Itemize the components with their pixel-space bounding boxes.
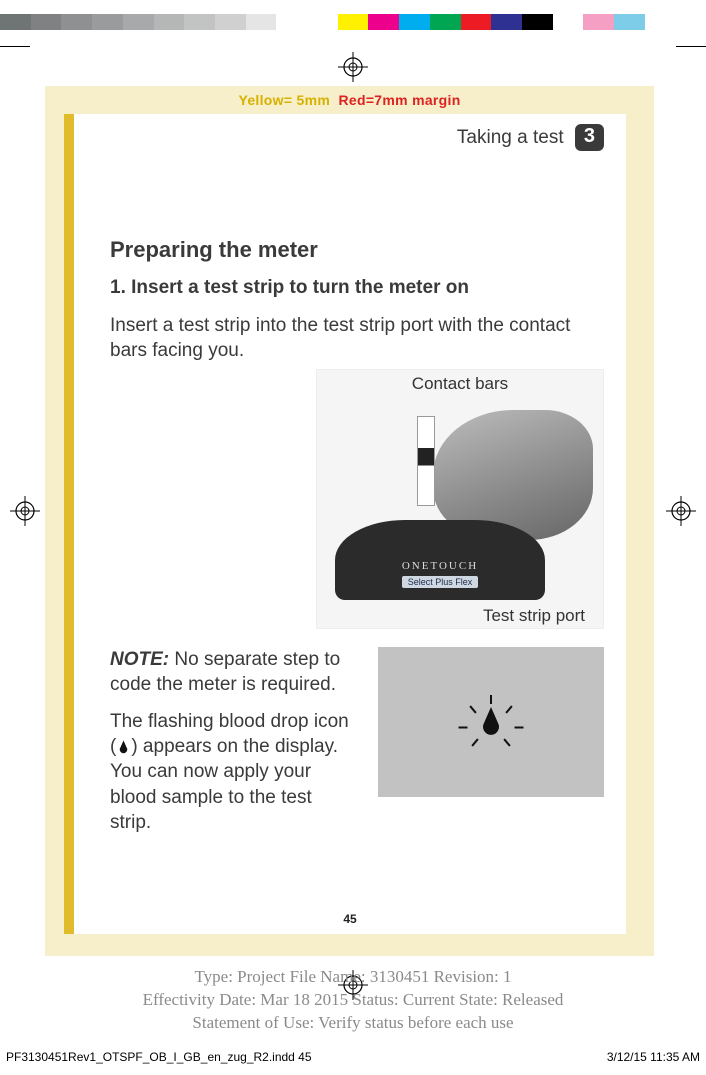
- registration-mark-icon: [338, 52, 368, 82]
- margin-yellow-text: Yellow= 5mm: [238, 92, 330, 108]
- note-text-col: NOTE: No separate step to code the meter…: [110, 647, 356, 847]
- bleed-area: Yellow= 5mm Red=7mm margin Taking a test…: [45, 86, 654, 956]
- folio-filename: PF3130451Rev1_OTSPF_OB_I_GB_en_zug_R2.in…: [6, 1050, 312, 1064]
- step-heading: 1. Insert a test strip to turn the meter…: [110, 277, 604, 299]
- meter-brand: ONETOUCH: [335, 560, 545, 572]
- page-number: 45: [74, 912, 626, 926]
- note-body-2b: ) appears on the display. You can now ap…: [110, 736, 338, 832]
- meter-illustration: ONETOUCH Select Plus Flex: [335, 520, 545, 600]
- figure-label-bottom: Test strip port: [483, 606, 585, 626]
- tail-line-1: Type: Project File Name: 3130451 Revisio…: [0, 966, 706, 989]
- crop-mark: [0, 46, 30, 47]
- page-body: Taking a test 3 Preparing the meter 1. I…: [74, 114, 626, 934]
- step-body: Insert a test strip into the test strip …: [110, 313, 604, 363]
- printer-color-bar: [0, 14, 706, 30]
- document-metadata-footer: Type: Project File Name: 3130451 Revisio…: [0, 966, 706, 1035]
- margin-banner: Yellow= 5mm Red=7mm margin: [45, 92, 654, 108]
- blood-drop-icon: [116, 736, 131, 751]
- note-line-1: NOTE: No separate step to code the meter…: [110, 647, 356, 697]
- note-row: NOTE: No separate step to code the meter…: [110, 647, 604, 847]
- meter-brand-sub: Select Plus Flex: [402, 576, 479, 588]
- chapter-title: Taking a test: [457, 127, 564, 148]
- chapter-header: Taking a test 3: [110, 124, 604, 151]
- test-strip-illustration: [417, 416, 435, 506]
- chapter-number-badge: 3: [575, 124, 604, 151]
- folio-date: 3/12/15 11:35 AM: [607, 1050, 700, 1064]
- note-line-2: The flashing blood drop icon () appears …: [110, 709, 356, 834]
- registration-mark-icon: [10, 496, 40, 526]
- section-title: Preparing the meter: [110, 237, 604, 263]
- crop-mark: [676, 46, 706, 47]
- figure-label-top: Contact bars: [317, 374, 603, 394]
- margin-red-text: Red=7mm margin: [338, 92, 460, 108]
- meter-screen-figure: [378, 647, 604, 797]
- side-tab: [64, 114, 74, 934]
- note-label: NOTE:: [110, 649, 169, 670]
- tail-line-2: Effectivity Date: Mar 18 2015 Status: Cu…: [0, 989, 706, 1012]
- registration-mark-icon: [666, 496, 696, 526]
- figure-insert-strip: Contact bars ONETOUCH Select Plus Flex T…: [316, 369, 604, 629]
- tail-line-3: Statement of Use: Verify status before e…: [0, 1012, 706, 1035]
- flashing-drop-icon: [468, 699, 514, 745]
